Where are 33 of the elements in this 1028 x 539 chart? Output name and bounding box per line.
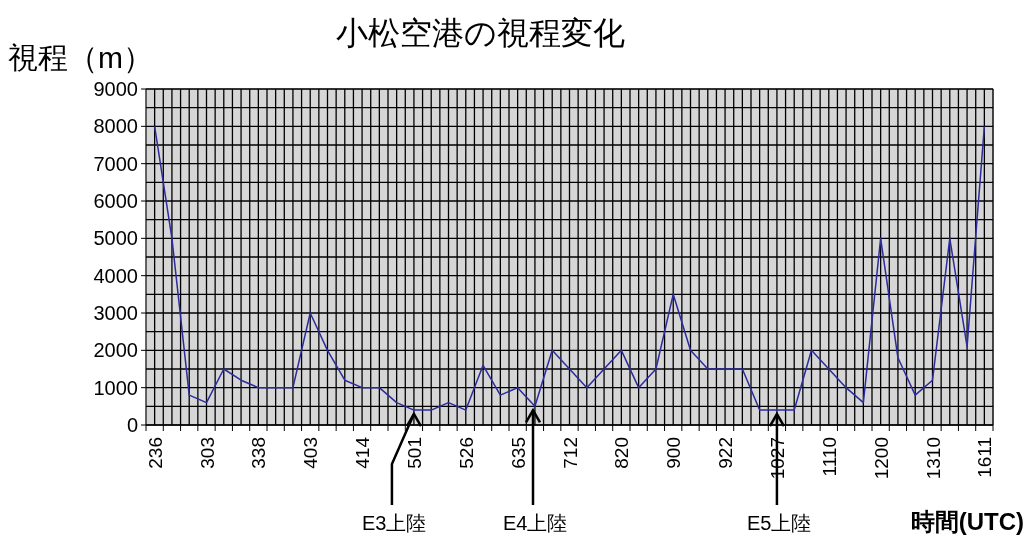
y-tick-label: 0	[126, 414, 138, 436]
x-tick-label: 1310	[922, 437, 944, 480]
y-tick-label: 4000	[93, 264, 138, 287]
x-tick-label: 1200	[870, 437, 892, 480]
x-tick-label: 635	[507, 437, 529, 469]
x-axis-title: 時間(UTC)	[910, 508, 1024, 535]
x-tick-label: 403	[300, 437, 322, 469]
y-tick-label: 6000	[93, 190, 138, 212]
chart-title: 小松空港の視程変化	[335, 15, 625, 51]
annotation: E4上陸	[503, 512, 568, 534]
y-tick-label: 8000	[93, 115, 138, 138]
y-tick-label: 3000	[93, 302, 138, 324]
x-tick-label: 1611	[974, 437, 996, 478]
x-tick-label: 712	[559, 437, 581, 469]
x-tick-label: 526	[455, 437, 477, 469]
annotation: E5上陸	[746, 512, 812, 534]
y-axis-title: 視程（m）	[8, 41, 153, 74]
line-series	[153, 125, 986, 411]
x-tick-label: 820	[611, 437, 633, 469]
y-tick-label: 7000	[93, 152, 138, 175]
x-tick-label: 900	[663, 437, 685, 469]
annotation: E3上陸	[361, 512, 427, 534]
y-tick-label: 2000	[93, 339, 138, 362]
x-tick-label: 236	[144, 437, 166, 469]
x-tick-label: 501	[403, 437, 425, 469]
x-tick-label: 1110	[818, 437, 840, 477]
x-tick-label: 414	[352, 436, 374, 469]
x-tick-label: 303	[196, 437, 218, 469]
y-tick-label: 9000	[93, 78, 138, 100]
x-tick-label: 922	[715, 437, 737, 469]
x-tick-label: 338	[248, 437, 270, 469]
y-tick-label: 5000	[93, 227, 138, 250]
y-tick-label: 1000	[93, 376, 138, 399]
